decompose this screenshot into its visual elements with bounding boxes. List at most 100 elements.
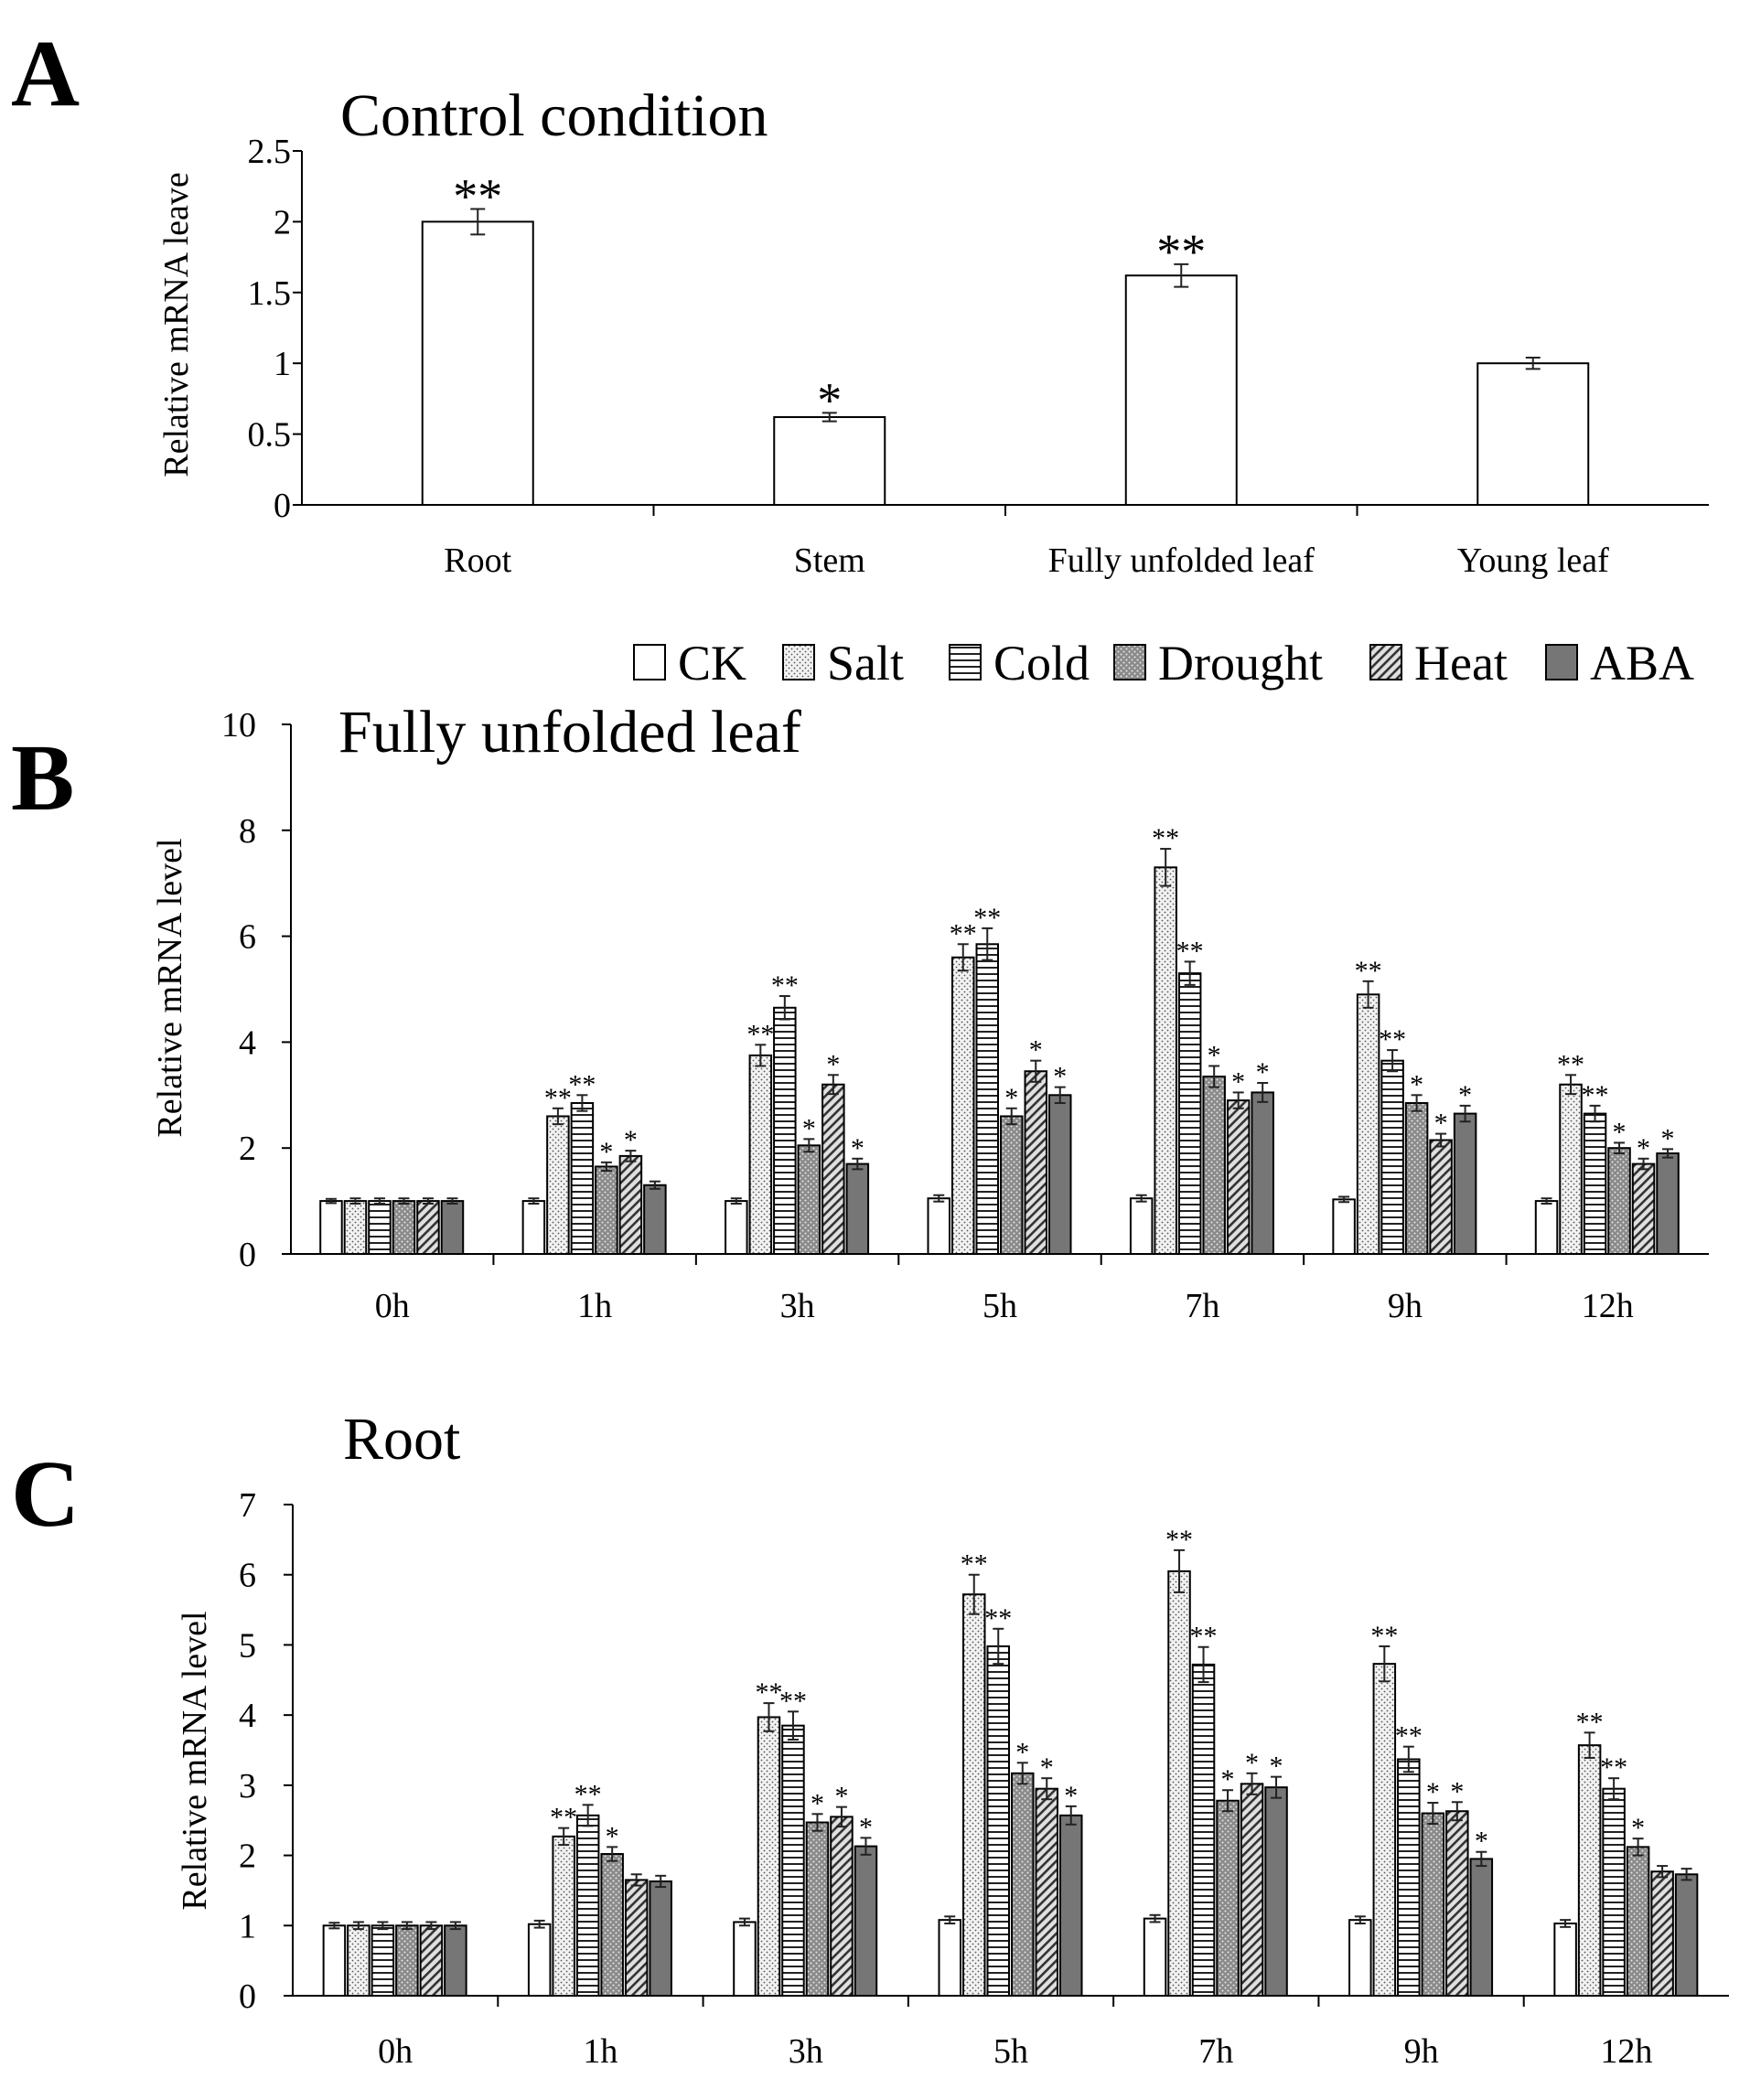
bar-drought	[600, 1853, 624, 1997]
bar-aba	[854, 1845, 878, 1997]
y-tick-label: 10	[221, 706, 256, 745]
significance-mark: *	[624, 1125, 638, 1155]
significance-mark: *	[1270, 1752, 1283, 1782]
x-category-label: 0h	[378, 2032, 413, 2071]
panel-b-letter: B	[11, 725, 74, 830]
x-category-label: Young leaf	[1457, 541, 1609, 580]
bar-cold	[1380, 1059, 1404, 1256]
significance-mark: **	[779, 1686, 807, 1716]
y-tick-label: 8	[239, 812, 256, 851]
y-tick-label: 1.5	[248, 274, 292, 313]
significance-mark: **	[973, 903, 1001, 933]
x-category-label: 7h	[1185, 1287, 1219, 1325]
y-tick-label: 0	[239, 1977, 256, 2016]
bar-ck	[938, 1919, 961, 1998]
significance-mark: *	[1475, 1827, 1488, 1857]
bar-cold	[773, 1006, 797, 1255]
significance-mark: *	[817, 372, 842, 427]
legend-swatch-salt	[782, 644, 815, 680]
significance-mark: *	[1631, 1813, 1645, 1843]
panel-a-title: Control condition	[340, 82, 768, 149]
bar-drought	[805, 1821, 830, 1998]
bar-aba	[1656, 1152, 1680, 1255]
significance-mark: **	[1395, 1721, 1423, 1752]
significance-mark: **	[1355, 956, 1382, 986]
x-category-label: 5h	[983, 1287, 1017, 1325]
legend-label-heat: Heat	[1414, 636, 1508, 691]
x-category-label: Fully unfolded leaf	[1048, 541, 1315, 580]
bar-heat	[821, 1083, 845, 1255]
bar-drought	[1421, 1812, 1445, 1997]
significance-mark: *	[811, 1788, 824, 1818]
significance-mark: **	[1600, 1752, 1627, 1783]
bar-aba	[1251, 1091, 1274, 1256]
bar-aba	[1048, 1094, 1072, 1256]
significance-mark: *	[1613, 1117, 1627, 1147]
bar-aba	[1674, 1873, 1699, 1997]
legend-label-salt: Salt	[827, 636, 904, 691]
bar-heat	[1024, 1070, 1047, 1255]
significance-mark: *	[1458, 1080, 1472, 1110]
bar-cold	[975, 943, 999, 1256]
legend-label-cold: Cold	[993, 636, 1090, 691]
y-tick-label: 4	[239, 1023, 256, 1062]
bar-drought	[395, 1924, 419, 1997]
bar-heat	[1631, 1162, 1656, 1255]
bar-heat	[1445, 1810, 1469, 1998]
bar-aba	[1469, 1858, 1494, 1997]
bar-salt	[1577, 1744, 1602, 1997]
bar-heat	[1650, 1870, 1674, 1997]
significance-mark: **	[1190, 1622, 1218, 1652]
bar-drought	[1607, 1147, 1631, 1255]
panel-a-letter: A	[11, 21, 80, 126]
bar-heat	[1226, 1099, 1251, 1255]
bar-salt	[343, 1200, 368, 1255]
x-category-label: 9h	[1404, 2032, 1439, 2071]
significance-mark: **	[1165, 1525, 1193, 1555]
bar-ck	[733, 1921, 757, 1997]
significance-mark: **	[746, 1019, 774, 1049]
significance-mark: *	[599, 1137, 613, 1167]
significance-mark: *	[826, 1049, 840, 1079]
x-category-label: 7h	[1198, 2032, 1233, 2071]
significance-mark: *	[1637, 1133, 1650, 1163]
significance-mark: *	[1661, 1123, 1675, 1153]
significance-mark: *	[606, 1821, 619, 1851]
x-category-label: 3h	[789, 2032, 823, 2071]
bar-aba	[845, 1162, 870, 1255]
bar-heat	[416, 1200, 440, 1255]
significance-mark: **	[1370, 1621, 1398, 1651]
y-tick-label: 4	[239, 1697, 256, 1735]
y-tick-label: 5	[239, 1626, 256, 1665]
significance-mark: *	[1245, 1748, 1259, 1778]
significance-mark: **	[568, 1069, 596, 1099]
panel-a-plot: 0 0.5 1 1.5 2 2.5 Root Stem Fully unfolded leaf Y…	[248, 133, 1709, 580]
panel-c-title: Root	[343, 1406, 460, 1473]
bar-ck	[521, 1200, 546, 1255]
significance-mark: *	[1410, 1069, 1423, 1099]
bar-cold	[570, 1101, 595, 1255]
bar-cold	[781, 1724, 805, 1998]
y-tick-label: 2	[274, 203, 291, 241]
bar-heat	[624, 1879, 649, 1997]
panel-b: B Fully unfolded leaf Relative mRNA leve…	[11, 699, 1709, 1325]
bar-heat	[419, 1924, 444, 1997]
bar-ck	[1129, 1197, 1154, 1255]
bar-salt	[546, 1115, 570, 1255]
significance-mark: **	[1582, 1080, 1609, 1110]
bar-drought	[1000, 1115, 1024, 1255]
bar-cold	[1583, 1112, 1607, 1255]
x-category-label: 3h	[780, 1287, 815, 1325]
bar-salt	[757, 1716, 781, 1998]
bar-ck	[322, 1924, 347, 1997]
bar-salt	[347, 1924, 370, 1997]
legend-label-drought: Drought	[1158, 636, 1323, 691]
bar-salt	[962, 1593, 986, 1998]
bar-cold	[1602, 1787, 1626, 1998]
significance-mark: **	[550, 1803, 577, 1833]
legend-label-aba: ABA	[1590, 636, 1694, 691]
bar-ck	[527, 1923, 552, 1998]
significance-mark: **	[574, 1779, 602, 1809]
